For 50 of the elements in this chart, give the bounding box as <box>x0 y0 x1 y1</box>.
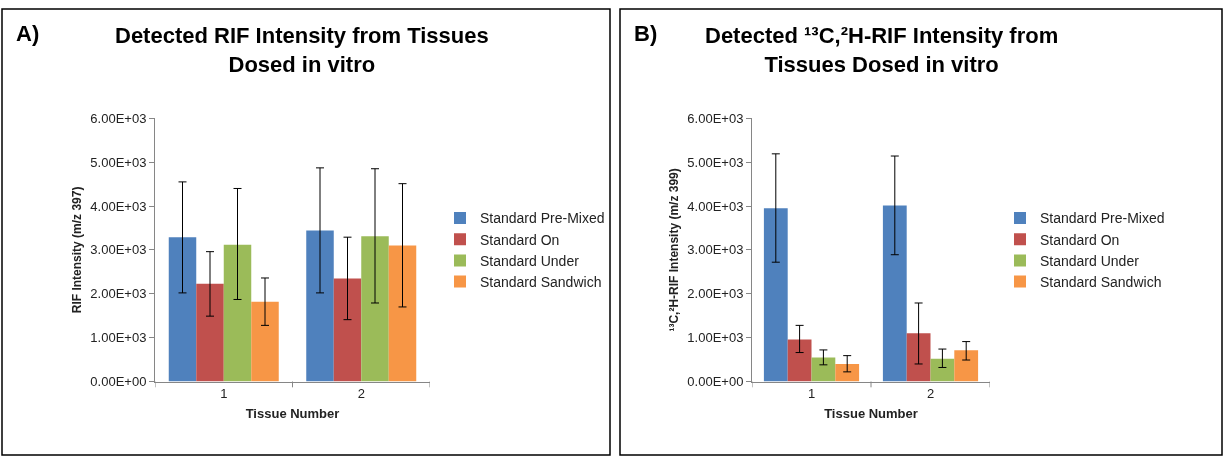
y-tick-label: 4.00E+03 <box>687 198 744 214</box>
legend-label: Standard Pre-Mixed <box>1040 210 1165 227</box>
y-tick-label: 6.00E+03 <box>90 110 147 126</box>
bar <box>787 339 812 382</box>
x-tick-label: 1 <box>220 386 228 402</box>
legend-label: Standard On <box>480 231 560 248</box>
bar <box>763 208 788 382</box>
bar <box>223 244 252 382</box>
bar <box>361 236 389 382</box>
chart-title: Detected ¹³C,²H-RIF Intensity from Tissues Dosed in vitro <box>705 23 1059 77</box>
x-axis-title: Tissue Number <box>824 405 918 421</box>
bar <box>333 278 362 382</box>
y-tick-label: 2.00E+03 <box>687 286 744 302</box>
x-tick-label: 1 <box>807 386 816 402</box>
legend-label: Standard Under <box>480 252 580 269</box>
y-tick-label: 1.00E+03 <box>90 330 147 346</box>
bar <box>930 358 955 382</box>
y-tick-label: 6.00E+03 <box>687 110 744 126</box>
bar <box>835 363 860 382</box>
y-tick-label: 3.00E+03 <box>90 242 147 258</box>
y-tick-label: 5.00E+03 <box>90 154 147 170</box>
bar <box>882 205 907 382</box>
bar <box>388 245 417 382</box>
bar <box>906 333 931 382</box>
text: B) <box>634 21 658 46</box>
legend-label: Standard Pre-Mixed <box>480 210 605 227</box>
x-axis-title: Tissue Number <box>245 405 340 421</box>
bar <box>306 230 334 382</box>
y-tick-label: 2.00E+03 <box>90 286 147 302</box>
y-tick-label: 0.00E+00 <box>90 374 147 390</box>
y-tick-label: 5.00E+03 <box>687 154 744 170</box>
chart-title: Detected RIF Intensity from Tissues Dosed in vitro <box>115 23 489 77</box>
bar <box>168 237 197 382</box>
text: A) <box>16 21 40 46</box>
y-tick-label: 0.00E+00 <box>687 374 744 390</box>
y-tick-label: 1.00E+03 <box>687 330 744 346</box>
y-axis-title: RIF Intensity (m/z 397) <box>69 186 84 314</box>
bar <box>954 350 979 382</box>
x-tick-label: 2 <box>926 386 935 402</box>
legend-label: Standard Under <box>1040 252 1140 269</box>
bar <box>196 283 224 382</box>
y-axis-title: ¹³C,²H-RIF Intensity (m/z 399) <box>666 168 681 332</box>
bar <box>251 301 279 382</box>
bar <box>811 357 836 382</box>
y-tick-label: 3.00E+03 <box>687 242 744 258</box>
legend-label: Standard Sandwich <box>1040 274 1162 291</box>
x-tick-label: 2 <box>357 386 365 402</box>
legend-label: Standard Sandwich <box>480 274 602 291</box>
y-tick-label: 4.00E+03 <box>90 198 147 214</box>
legend-label: Standard On <box>1040 231 1120 248</box>
